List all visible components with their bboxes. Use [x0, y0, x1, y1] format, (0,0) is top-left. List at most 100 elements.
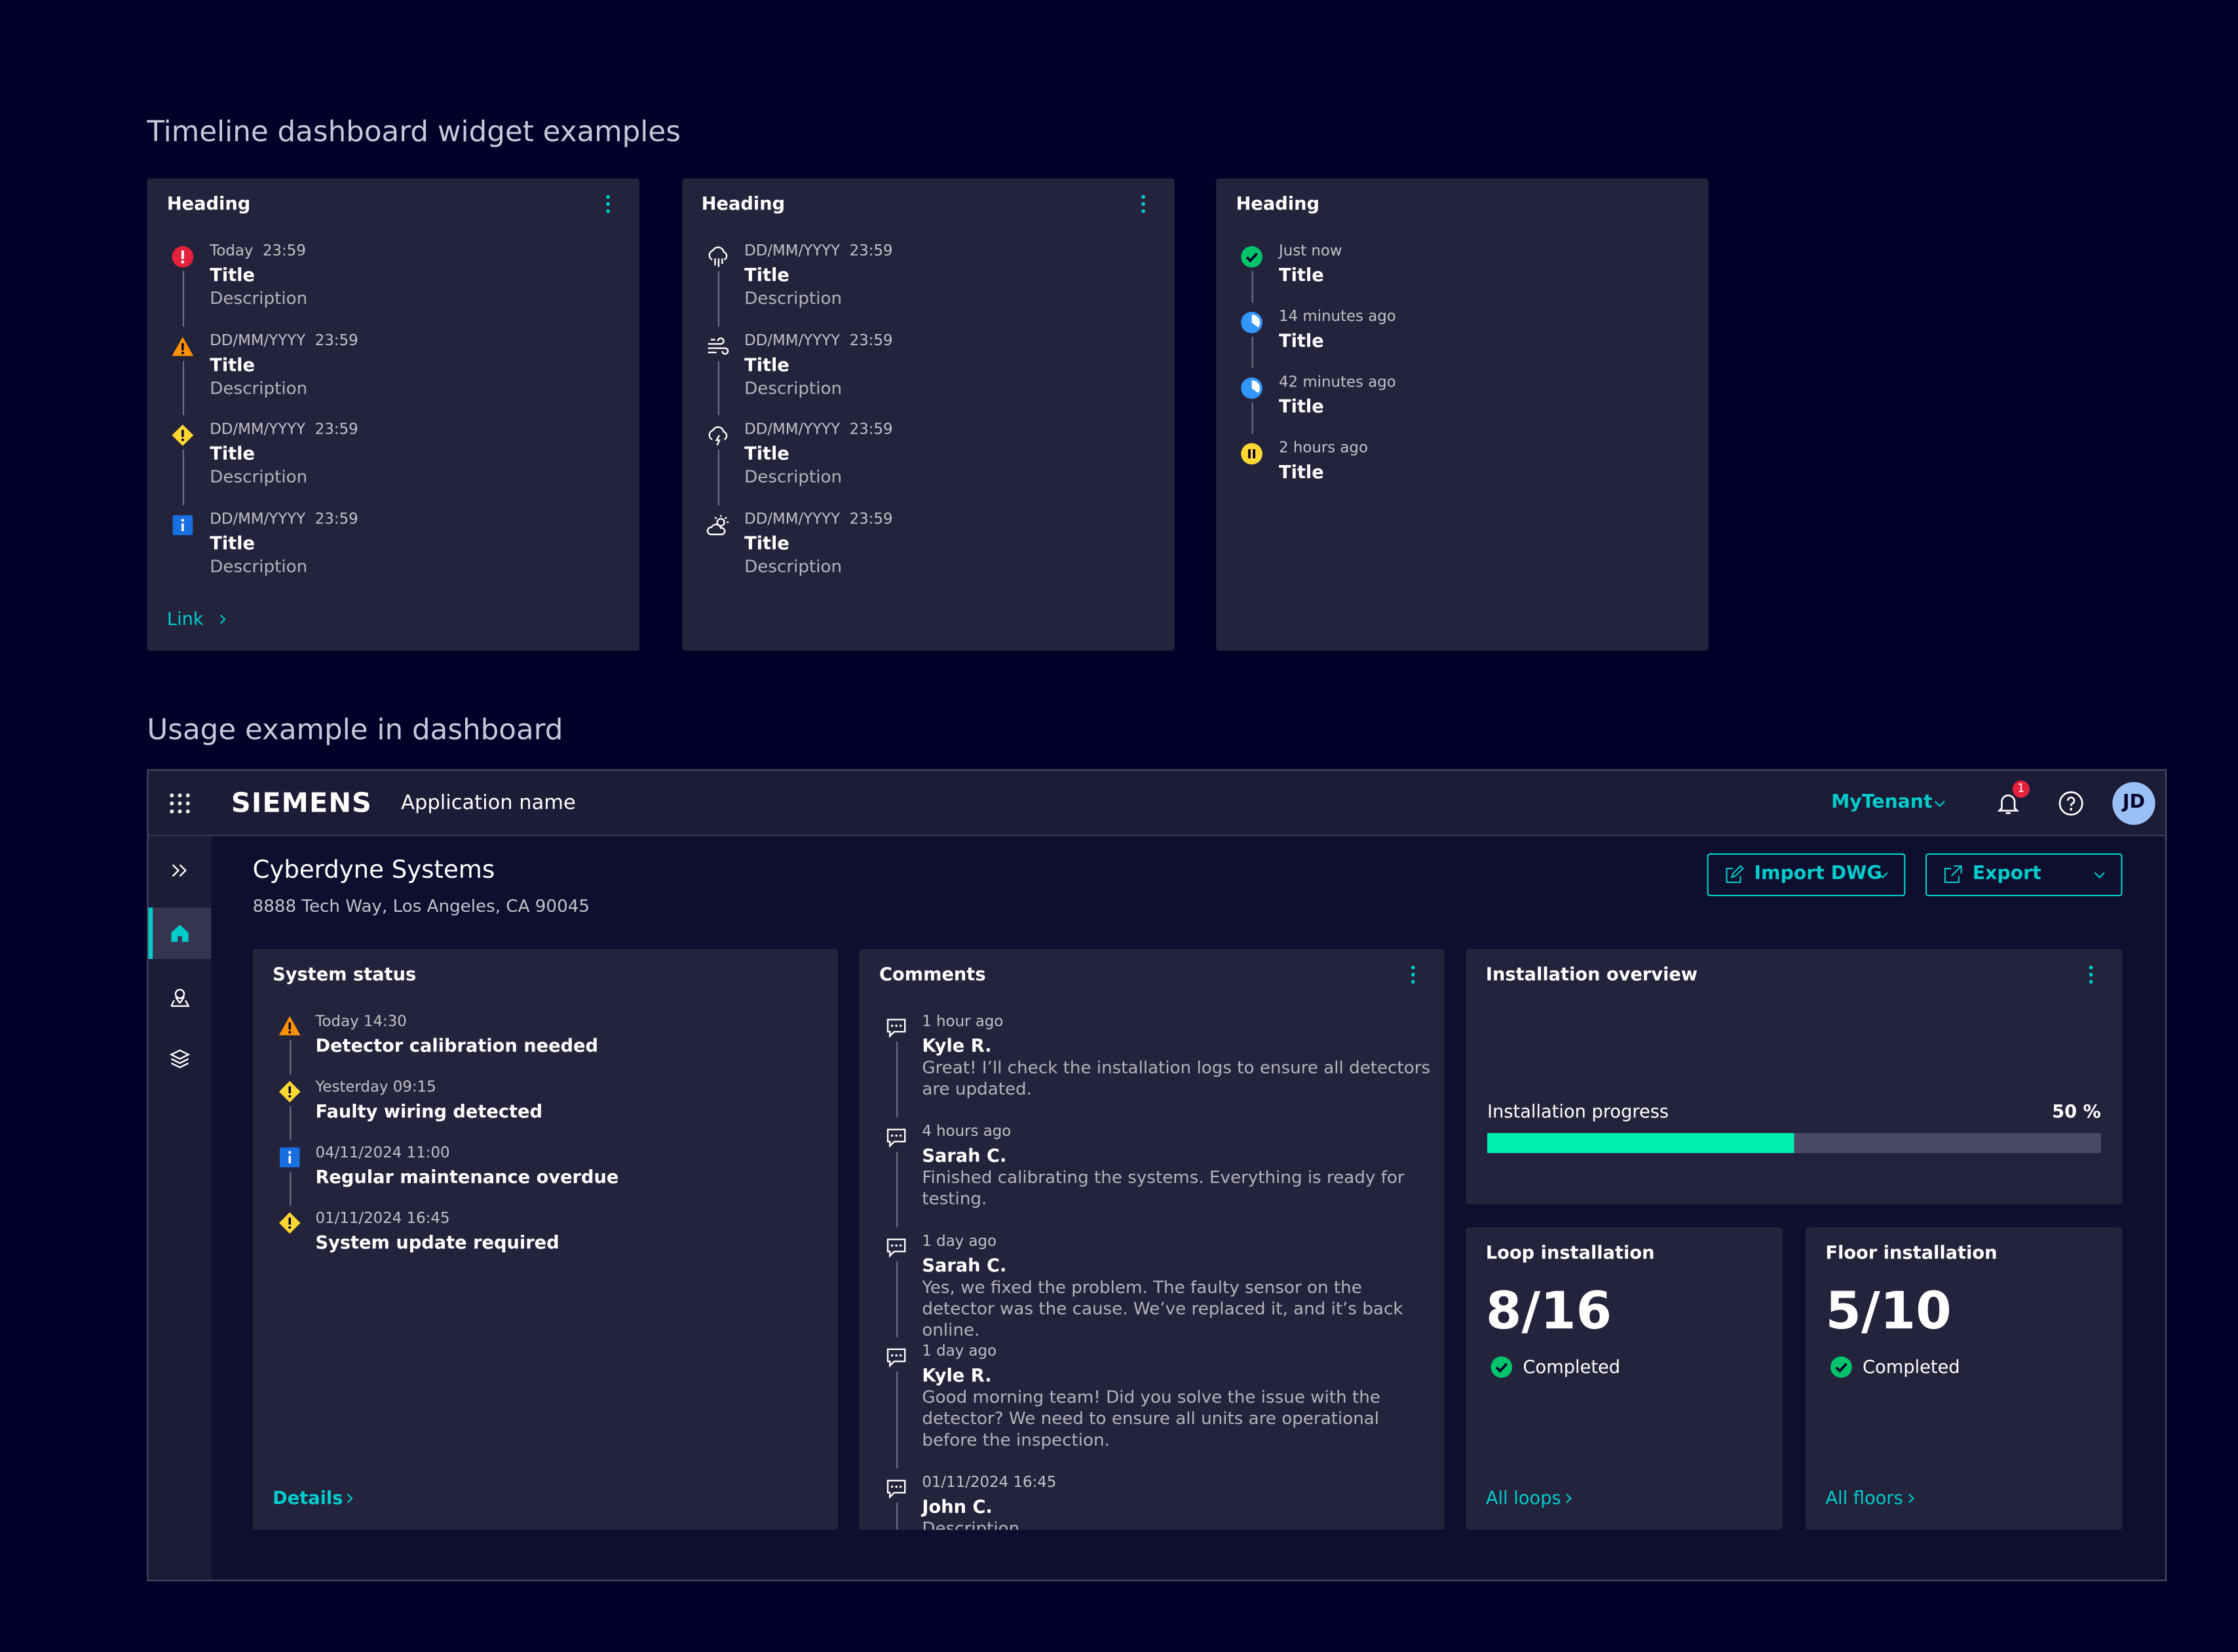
icon-part: [169, 1049, 191, 1068]
button[interactable]: Export: [1925, 853, 2123, 897]
icon-part: [185, 793, 190, 798]
icon-part: [707, 337, 729, 354]
link[interactable]: All floors: [1825, 1487, 1903, 1509]
overview-card: Installation overview Installation progre…: [1466, 948, 2123, 1205]
more-menu[interactable]: [2079, 964, 2102, 986]
link-chevron[interactable]: [214, 610, 231, 628]
nav-layers[interactable]: [168, 1047, 191, 1070]
icon-part: [606, 202, 610, 206]
button-chevron[interactable]: [2091, 866, 2108, 883]
item-time: DD/MM/YYYY 23:59: [744, 421, 893, 438]
icon-part: [1934, 800, 1945, 808]
timeline-line: [1251, 402, 1253, 434]
button-chevron[interactable]: [1874, 866, 1891, 883]
app-switch[interactable]: [167, 791, 193, 816]
icon-part: [1241, 312, 1262, 333]
sidebar: [148, 836, 212, 1580]
icon-part: [2094, 872, 2105, 879]
link[interactable]: All loops: [1485, 1487, 1561, 1509]
timeline-line: [290, 1106, 292, 1140]
tenant-chevron[interactable]: [1931, 795, 1948, 812]
button-icon[interactable]: [1724, 865, 1745, 885]
icon-part: [172, 246, 194, 268]
avatar[interactable]: JD: [2112, 781, 2155, 825]
notifications[interactable]: [1996, 791, 2021, 816]
item-description: Description: [210, 288, 308, 309]
item-description: Description: [744, 377, 843, 398]
timeline-line: [717, 360, 719, 415]
icon-part: [1495, 1362, 1508, 1373]
item-title: Title: [1278, 395, 1324, 417]
icon-part: [1241, 377, 1262, 399]
card-heading: Heading: [701, 193, 786, 214]
icon-part: [2089, 980, 2093, 984]
icon-part: [219, 614, 226, 624]
tenant-select[interactable]: MyTenant: [1831, 792, 1933, 814]
link-chevron[interactable]: [1560, 1490, 1577, 1507]
item-time: 01/11/2024 16:45: [315, 1210, 450, 1228]
more-menu[interactable]: [1401, 964, 1424, 986]
icon-part: [169, 1049, 191, 1068]
button[interactable]: Import DWG: [1707, 853, 1906, 897]
comment-icon: [885, 1477, 908, 1500]
icon-part: [185, 801, 190, 806]
icon-part: [172, 336, 194, 356]
icon-part: [886, 1238, 906, 1258]
icon-part: [1490, 1356, 1513, 1378]
icon-part: [170, 988, 190, 1007]
icon-part: [1726, 865, 1744, 883]
item-title: Title: [1278, 329, 1324, 351]
status-icon: [1240, 377, 1263, 400]
icon-part: [708, 246, 727, 261]
item-time: 42 minutes ago: [1278, 373, 1396, 391]
icon-part: [1141, 195, 1145, 214]
link[interactable]: Link: [166, 608, 204, 629]
status-icon: [1830, 1356, 1853, 1379]
nav-home[interactable]: [168, 922, 191, 945]
section-title: Timeline dashboard widget examples: [147, 114, 681, 149]
item-time: DD/MM/YYYY 23:59: [744, 510, 893, 527]
status-icon: [706, 513, 729, 536]
icon-part: [706, 523, 725, 535]
comment-time: 1 hour ago: [922, 1013, 1004, 1030]
icon-part: [174, 988, 185, 1000]
app-name: Application name: [401, 792, 576, 815]
timeline-line: [717, 449, 719, 505]
icon-part: [1944, 865, 1962, 883]
timeline-line: [717, 271, 719, 326]
timeline-line: [896, 1042, 898, 1117]
timeline-line: [1251, 271, 1253, 303]
link-chevron[interactable]: [1903, 1490, 1920, 1507]
card-heading: Heading: [1236, 193, 1320, 214]
help[interactable]: [2058, 791, 2083, 816]
icon-part: [279, 1147, 300, 1168]
item-time: 04/11/2024 11:00: [315, 1144, 450, 1162]
button-label[interactable]: Export: [1972, 863, 2041, 885]
status-icon: [278, 1212, 301, 1235]
expand-nav[interactable]: [168, 859, 191, 882]
progress-value: 50 %: [2052, 1100, 2101, 1122]
icon-part: [1997, 794, 2019, 814]
link[interactable]: Details: [273, 1487, 343, 1509]
timeline-line: [182, 360, 185, 415]
icon-part: [170, 996, 190, 1007]
nav-location[interactable]: [168, 986, 191, 1009]
item-title: Title: [744, 531, 789, 554]
comments-card: Comments 1 hour ago Kyle R. Great! I’ll che…: [859, 948, 1445, 1530]
link-chevron[interactable]: [341, 1490, 358, 1507]
more-menu[interactable]: [597, 193, 620, 216]
icon-part: [2066, 797, 2076, 806]
brand-logo: SIEMENS: [231, 787, 372, 819]
icon-part: [713, 514, 729, 523]
status-icon: [171, 513, 194, 536]
more-menu[interactable]: [1131, 193, 1154, 216]
button-label[interactable]: Import DWG: [1754, 863, 1882, 885]
status-icon: [1240, 442, 1263, 465]
comment-time: 1 day ago: [922, 1233, 997, 1250]
button-icon[interactable]: [1943, 865, 1962, 885]
icon-part: [886, 1019, 906, 1038]
icon-part: [708, 246, 727, 267]
icon-part: [288, 1086, 291, 1094]
item-title: System update required: [315, 1231, 560, 1253]
